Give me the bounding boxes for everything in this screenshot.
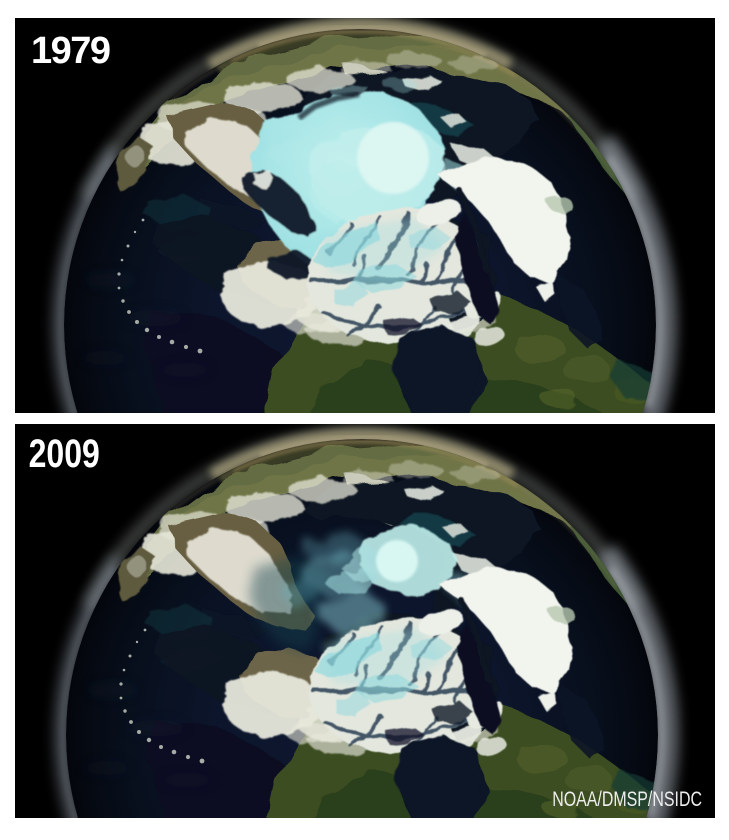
svg-text:NOAA/DMSP/NSIDC: NOAA/DMSP/NSIDC bbox=[552, 787, 702, 811]
svg-text:2009: 2009 bbox=[29, 431, 100, 476]
svg-text:1979: 1979 bbox=[31, 30, 110, 72]
